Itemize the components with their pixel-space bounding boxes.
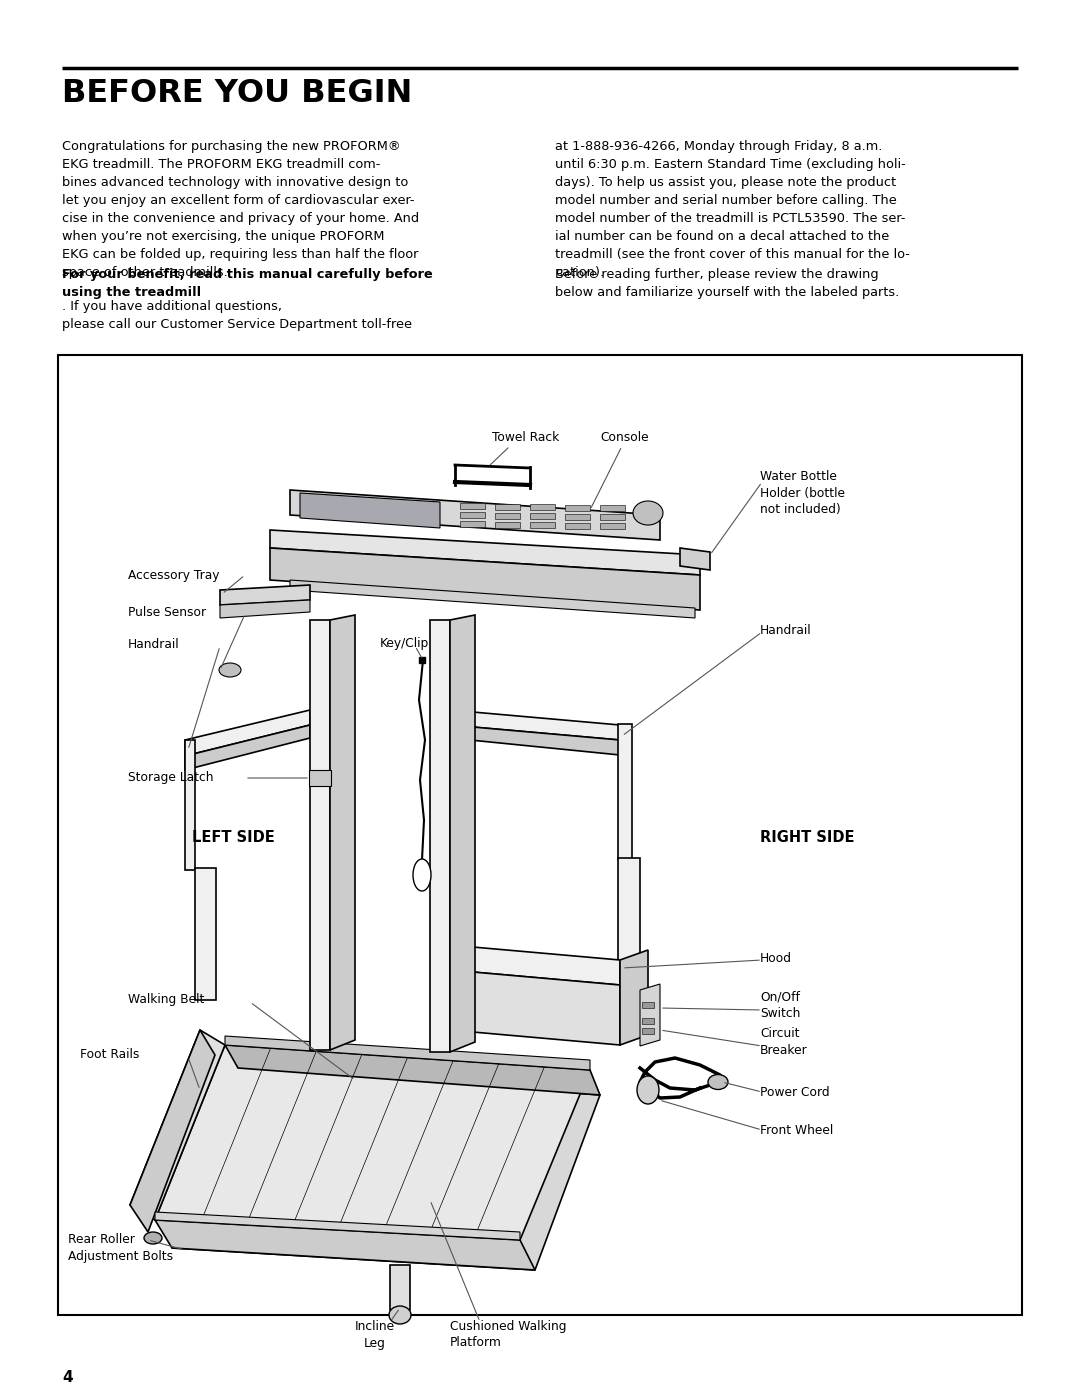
Polygon shape (195, 868, 216, 1000)
Text: Walking Belt: Walking Belt (129, 993, 204, 1006)
Bar (642, 1028, 654, 1034)
Bar (460, 511, 485, 518)
Text: Console: Console (600, 432, 649, 444)
Text: at 1-888-936-4266, Monday through Friday, 8 a.m.
until 6:30 p.m. Eastern Standar: at 1-888-936-4266, Monday through Friday… (555, 140, 909, 279)
Text: Before reading further, please review the drawing
below and familiarize yourself: Before reading further, please review th… (555, 268, 900, 299)
Ellipse shape (389, 1306, 411, 1324)
Polygon shape (310, 620, 330, 1051)
Polygon shape (390, 1266, 410, 1310)
Polygon shape (640, 983, 660, 1046)
Bar (565, 514, 590, 520)
Text: Circuit
Breaker: Circuit Breaker (760, 1027, 808, 1056)
Text: Towel Rack: Towel Rack (492, 432, 559, 444)
Text: Rear Roller
Adjustment Bolts: Rear Roller Adjustment Bolts (68, 1234, 173, 1263)
Polygon shape (225, 1037, 590, 1070)
Text: Handrail: Handrail (760, 623, 812, 637)
Text: For your benefit, read this manual carefully before
using the treadmill: For your benefit, read this manual caref… (62, 268, 433, 299)
Bar (642, 1002, 654, 1009)
Text: On/Off
Switch: On/Off Switch (760, 990, 800, 1020)
Polygon shape (450, 615, 475, 1052)
Text: 4: 4 (62, 1370, 72, 1384)
Ellipse shape (413, 859, 431, 891)
Bar (565, 522, 590, 528)
Bar (642, 1018, 654, 1024)
Polygon shape (220, 599, 310, 617)
Text: Power Cord: Power Cord (760, 1085, 829, 1098)
Ellipse shape (708, 1074, 728, 1090)
Bar (565, 504, 590, 510)
Polygon shape (618, 724, 632, 861)
Text: BEFORE YOU BEGIN: BEFORE YOU BEGIN (62, 78, 413, 109)
Polygon shape (130, 1030, 215, 1232)
Text: Congratulations for purchasing the new PROFORM®
EKG treadmill. The PROFORM EKG t: Congratulations for purchasing the new P… (62, 140, 419, 279)
Bar (460, 503, 485, 509)
Polygon shape (330, 615, 355, 1051)
Ellipse shape (219, 664, 241, 678)
Polygon shape (450, 970, 620, 1045)
Polygon shape (156, 1045, 590, 1241)
Bar (530, 504, 555, 510)
Polygon shape (156, 1220, 535, 1270)
Text: Handrail: Handrail (129, 638, 179, 651)
Bar (495, 521, 519, 528)
Bar (530, 513, 555, 520)
Text: RIGHT SIDE: RIGHT SIDE (760, 830, 854, 845)
Ellipse shape (633, 502, 663, 525)
Polygon shape (450, 944, 620, 985)
Bar (600, 504, 625, 511)
Polygon shape (291, 490, 660, 541)
Polygon shape (185, 740, 195, 870)
Ellipse shape (144, 1232, 162, 1243)
Polygon shape (185, 710, 310, 756)
Polygon shape (172, 1067, 600, 1270)
Polygon shape (618, 858, 640, 1000)
Text: Pulse Sensor: Pulse Sensor (129, 605, 206, 619)
Polygon shape (225, 1045, 600, 1095)
Bar (530, 522, 555, 528)
Text: . If you have additional questions,
please call our Customer Service Department : . If you have additional questions, plea… (62, 300, 411, 331)
Polygon shape (430, 620, 450, 1052)
Bar (600, 514, 625, 520)
Bar (58, 355, 1022, 1315)
Polygon shape (270, 548, 700, 610)
Text: Incline
Leg: Incline Leg (355, 1320, 395, 1350)
Text: Foot Rails: Foot Rails (80, 1049, 139, 1062)
Polygon shape (620, 950, 648, 1045)
Bar (495, 513, 519, 518)
Bar (460, 521, 485, 527)
Polygon shape (450, 725, 620, 754)
Text: LEFT SIDE: LEFT SIDE (192, 830, 274, 845)
Polygon shape (300, 493, 440, 528)
Text: Cushioned Walking
Platform: Cushioned Walking Platform (450, 1320, 567, 1350)
Bar (495, 503, 519, 510)
Polygon shape (130, 1030, 225, 1220)
Text: Hood: Hood (760, 951, 792, 964)
Polygon shape (185, 725, 310, 770)
Polygon shape (220, 585, 310, 605)
Polygon shape (156, 1213, 519, 1241)
Text: Accessory Tray: Accessory Tray (129, 569, 219, 581)
Text: Key/Clip: Key/Clip (380, 637, 429, 651)
Ellipse shape (637, 1076, 659, 1104)
Polygon shape (291, 580, 696, 617)
Polygon shape (270, 529, 700, 576)
Polygon shape (680, 548, 710, 570)
Text: Front Wheel: Front Wheel (760, 1123, 834, 1137)
Bar (309, 770, 330, 787)
Bar (600, 522, 625, 529)
Text: Storage Latch: Storage Latch (129, 771, 214, 785)
Polygon shape (450, 710, 620, 740)
Text: Water Bottle
Holder (bottle
not included): Water Bottle Holder (bottle not included… (760, 469, 845, 515)
